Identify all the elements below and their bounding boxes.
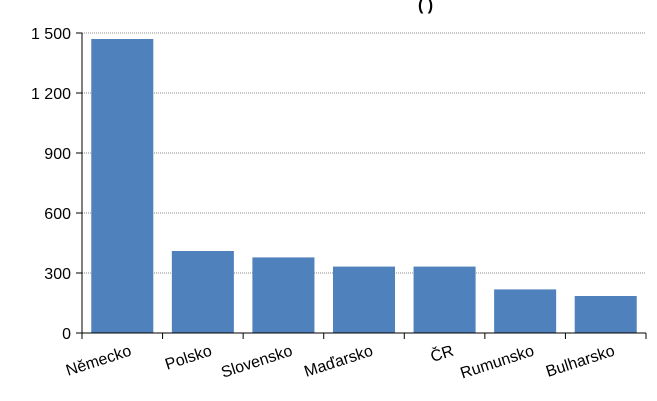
y-tick-label: 300	[44, 266, 71, 283]
y-tick-label: 600	[44, 206, 71, 223]
y-axis: 0 300 600 900 1 200 1 500	[31, 26, 83, 343]
y-tick-label: 1 200	[31, 86, 71, 103]
y-tick-label: 0	[62, 326, 71, 343]
x-category-label: Maďarsko	[302, 343, 375, 381]
y-tick-label: 900	[44, 146, 71, 163]
bar	[494, 289, 557, 333]
x-category-label: ČR	[428, 341, 456, 366]
x-category-label: Slovensko	[219, 343, 295, 382]
x-category-label: Polsko	[163, 343, 214, 374]
bar	[332, 266, 396, 333]
bar	[171, 251, 234, 333]
x-category-label: Rumunsko	[458, 343, 536, 383]
bar	[91, 39, 154, 333]
x-category-label: Bulharsko	[544, 343, 617, 381]
bar	[574, 296, 637, 333]
bars	[91, 39, 637, 333]
x-axis: Německo Polsko Slovensko Maďarsko ČR Rumunsko…	[64, 332, 647, 383]
y-tick-label: 1 500	[31, 26, 71, 43]
bar	[252, 257, 315, 333]
chart-title-fragment: ( )	[418, 0, 433, 14]
gridlines	[82, 32, 646, 274]
x-category-label: Německo	[64, 343, 134, 380]
bar	[413, 266, 476, 333]
chart-title-text: ( )	[418, 0, 433, 14]
